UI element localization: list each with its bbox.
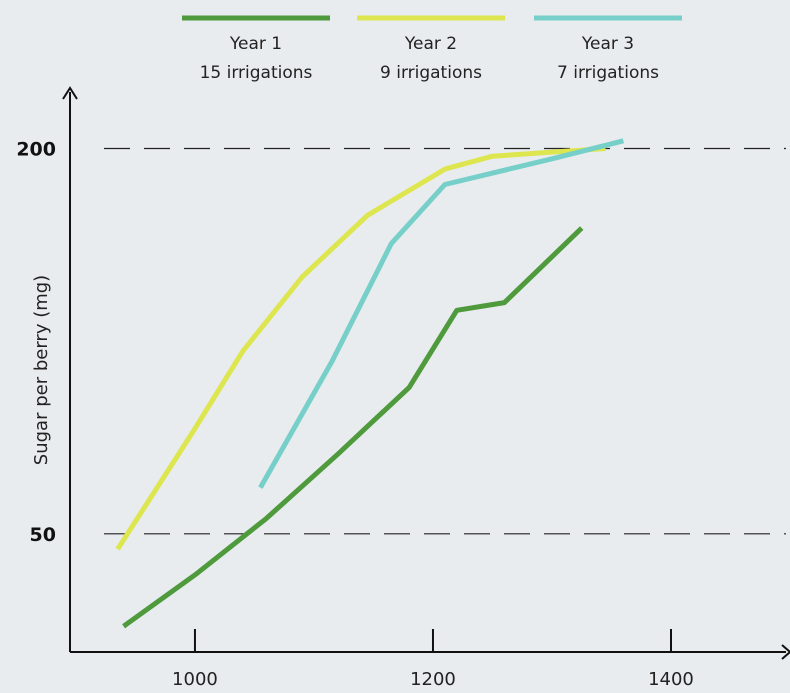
legend-series-subtitle: 15 irrigations [200,63,313,83]
x-tick-label: 1400 [648,669,694,690]
series-lines [115,138,625,629]
legend-series-name: Year 1 [229,34,282,54]
legend: Year 1 15 irrigations Year 2 9 irrigations Y… [182,15,682,83]
reference-label-50: 50 [30,524,56,546]
axes: Sugar per berry (mg) [31,86,790,660]
legend-series-name: Year 2 [404,34,457,54]
y-axis-arrow-icon [62,86,78,100]
legend-series-subtitle: 9 irrigations [380,63,482,83]
series-line-year-1 [122,226,584,629]
reference-label-200: 200 [16,139,56,161]
y-axis-title: Sugar per berry (mg) [31,275,52,465]
x-tick-label: 1200 [410,669,456,690]
x-tick-label: 1000 [172,669,218,690]
legend-series-subtitle: 7 irrigations [557,63,659,83]
series-line-year-3 [258,138,625,489]
x-ticks: 1000 1200 1400 [172,629,694,690]
legend-series-name: Year 3 [581,34,634,54]
reference-lines: 200 50 [16,139,786,546]
x-axis-arrow-icon [781,644,790,660]
series-line-year-2 [115,146,606,551]
